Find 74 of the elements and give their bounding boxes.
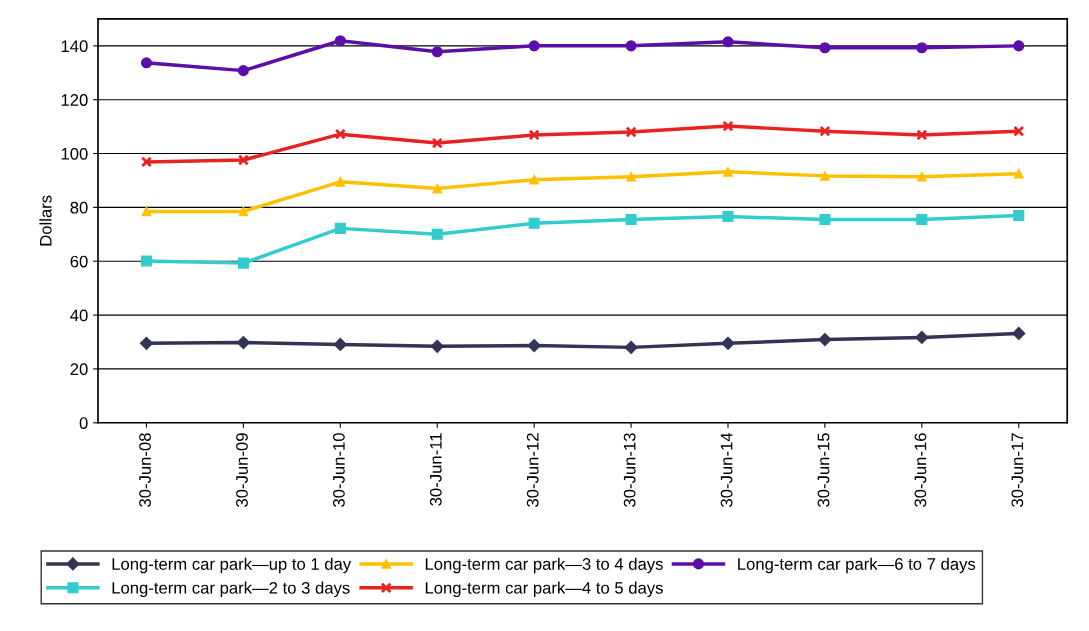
x-tick-label: 30-Jun-08 [139,433,151,507]
point [625,213,637,226]
point [1013,125,1025,137]
point [528,217,540,229]
point [722,210,734,223]
point [334,222,346,234]
point [1012,326,1026,340]
x-tick-label: 30-Jun-10 [332,433,345,507]
y-tick-label: 0 [79,417,88,429]
point [529,174,540,185]
point [432,183,443,194]
point [238,206,249,217]
x-tick-label: 30-Jun-12 [526,433,539,507]
point [819,42,831,54]
point [141,206,152,217]
point [916,213,928,226]
point [722,120,734,132]
point [625,126,637,138]
point [722,36,734,48]
y-tick-label: 40 [70,309,88,322]
y-axis-title: Dollars [39,195,52,246]
point [1013,209,1025,222]
y-tick-label: 60 [70,255,88,268]
point [334,35,346,47]
point [916,171,927,182]
x-tick-label: 30-Jun-14 [720,432,733,507]
legend-label: Long-term car park—4 to 5 days [425,581,663,598]
x-tick-label: 30-Jun-11 [429,433,442,506]
x-tick-label: 30-Jun-09 [236,433,248,507]
legend-label: Long-term car park—3 to 4 days [425,557,663,574]
x-tick-label: 30-Jun-17 [1011,433,1024,507]
point [626,171,636,182]
legend-label: Long-term car park—2 to 3 days [112,581,350,598]
y-tick-label: 20 [70,363,88,376]
point [528,129,540,141]
x-tick-label: 30-Jun-15 [817,433,830,507]
y-tick-label: 140 [61,40,88,53]
point [335,176,346,187]
legend-label: Long-term car park—up to 1 day [112,557,352,574]
point [624,340,638,354]
y-tick-label: 100 [61,147,88,160]
point [721,336,735,350]
point [140,255,153,267]
y-tick-label: 80 [70,201,88,214]
point [236,335,250,350]
point [818,332,832,347]
point [527,338,541,353]
point [139,336,154,350]
legend-label: Long-term car park—6 to 7 days [738,557,976,574]
point [819,213,831,226]
point [1013,168,1024,179]
point [431,137,443,149]
point [237,154,249,166]
point [916,42,928,54]
point [1013,40,1025,52]
point [431,46,443,58]
y-tick-label: 120 [61,94,88,106]
point [915,330,929,345]
point [625,40,637,52]
point [430,339,444,353]
point [140,57,153,69]
point [140,156,153,168]
point [819,125,831,137]
x-tick-label: 30-Jun-13 [623,433,636,507]
point [237,257,249,269]
point [431,228,443,240]
point [334,128,346,140]
x-tick-label: 30-Jun-16 [914,433,927,507]
point [237,65,249,77]
point [333,337,347,352]
point [916,129,928,141]
point [723,166,733,177]
point [528,40,540,52]
point [820,171,830,181]
